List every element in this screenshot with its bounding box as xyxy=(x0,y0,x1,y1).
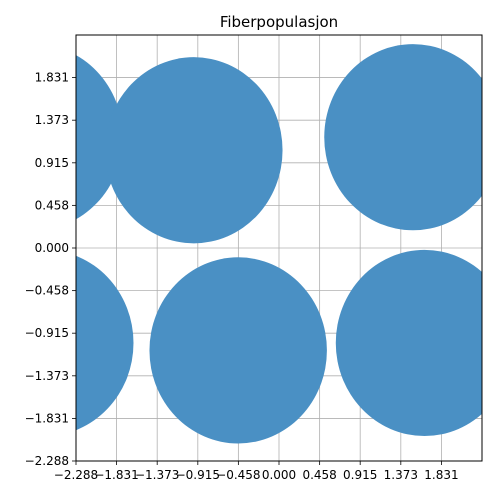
y-tick-label: 0.000 xyxy=(35,241,69,255)
chart-title: Fiberpopulasjon xyxy=(220,13,338,31)
x-tick-label: 0.915 xyxy=(343,468,377,482)
y-axis: 1.831 1.373 0.915 0.458 0.000 −0.458 −0.915 −1.… xyxy=(25,71,76,468)
x-axis: −2.288−1.831−1.373−0.915−0.458 0.000 0.458… xyxy=(54,461,459,482)
x-tick-label: −0.915 xyxy=(176,468,220,482)
x-tick-label: 0.000 xyxy=(262,468,296,482)
x-tick-label: 0.458 xyxy=(302,468,336,482)
x-tick-label: 1.831 xyxy=(424,468,458,482)
y-tick-label: 1.373 xyxy=(35,113,69,127)
fiber-4 xyxy=(76,255,134,431)
fiber-5 xyxy=(149,257,327,444)
fiber-6 xyxy=(335,249,482,437)
x-tick-label: −1.831 xyxy=(94,468,138,482)
x-tick-label: 1.373 xyxy=(384,468,418,482)
y-tick-label: 1.831 xyxy=(35,71,69,85)
y-tick-label: 0.915 xyxy=(35,156,69,170)
fiber-2 xyxy=(105,57,283,244)
y-tick-label: −0.915 xyxy=(25,326,69,340)
fiber-layer xyxy=(76,44,482,444)
x-tick-label: −2.288 xyxy=(54,468,98,482)
y-tick-label: −1.831 xyxy=(25,411,69,425)
y-tick-label: −0.458 xyxy=(25,284,69,298)
y-tick-label: −1.373 xyxy=(25,369,69,383)
fiber-3 xyxy=(324,44,482,231)
x-tick-label: −1.373 xyxy=(135,468,179,482)
x-tick-label: −0.458 xyxy=(216,468,260,482)
y-tick-label: 0.458 xyxy=(35,198,69,212)
y-tick-label: −2.288 xyxy=(25,454,69,468)
